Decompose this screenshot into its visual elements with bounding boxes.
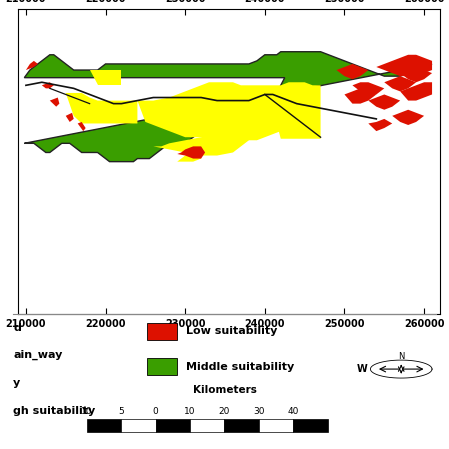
Polygon shape [137, 82, 321, 140]
Polygon shape [400, 82, 432, 101]
Polygon shape [154, 131, 249, 155]
Text: y: y [13, 378, 21, 388]
Polygon shape [66, 93, 137, 123]
Text: Kilometers: Kilometers [193, 385, 256, 395]
Text: W: W [357, 364, 367, 374]
Polygon shape [42, 82, 54, 88]
Polygon shape [344, 88, 376, 104]
Text: ain_way: ain_way [13, 350, 63, 361]
Bar [294, 419, 328, 432]
Bar [147, 358, 177, 375]
Polygon shape [177, 146, 205, 158]
Text: d: d [13, 322, 21, 333]
Bar [87, 419, 121, 432]
Text: 5: 5 [118, 407, 124, 416]
Polygon shape [376, 55, 432, 76]
Text: gh suitability: gh suitability [13, 405, 96, 416]
Text: 10: 10 [184, 407, 196, 416]
Polygon shape [352, 82, 384, 94]
Bar [147, 322, 177, 340]
Bar [155, 419, 190, 432]
Text: N: N [398, 352, 405, 361]
Bar [259, 419, 294, 432]
Polygon shape [50, 97, 59, 107]
Polygon shape [384, 76, 416, 92]
Polygon shape [177, 153, 201, 162]
Polygon shape [336, 64, 368, 79]
Polygon shape [78, 122, 86, 131]
Polygon shape [273, 108, 321, 139]
Polygon shape [66, 113, 74, 122]
Text: 0: 0 [153, 407, 158, 416]
Text: 20: 20 [219, 407, 230, 416]
Bar [190, 419, 224, 432]
Bar [121, 419, 155, 432]
Polygon shape [400, 67, 432, 82]
Text: 10: 10 [81, 407, 92, 416]
Polygon shape [392, 110, 424, 125]
Text: 40: 40 [288, 407, 299, 416]
Text: Middle suitability: Middle suitability [186, 361, 294, 372]
Polygon shape [90, 70, 122, 85]
Polygon shape [368, 119, 392, 131]
Polygon shape [26, 61, 38, 70]
Polygon shape [368, 94, 400, 110]
Text: Low suitability: Low suitability [186, 326, 277, 336]
Polygon shape [24, 52, 432, 162]
Text: 30: 30 [253, 407, 265, 416]
Bar [224, 419, 259, 432]
